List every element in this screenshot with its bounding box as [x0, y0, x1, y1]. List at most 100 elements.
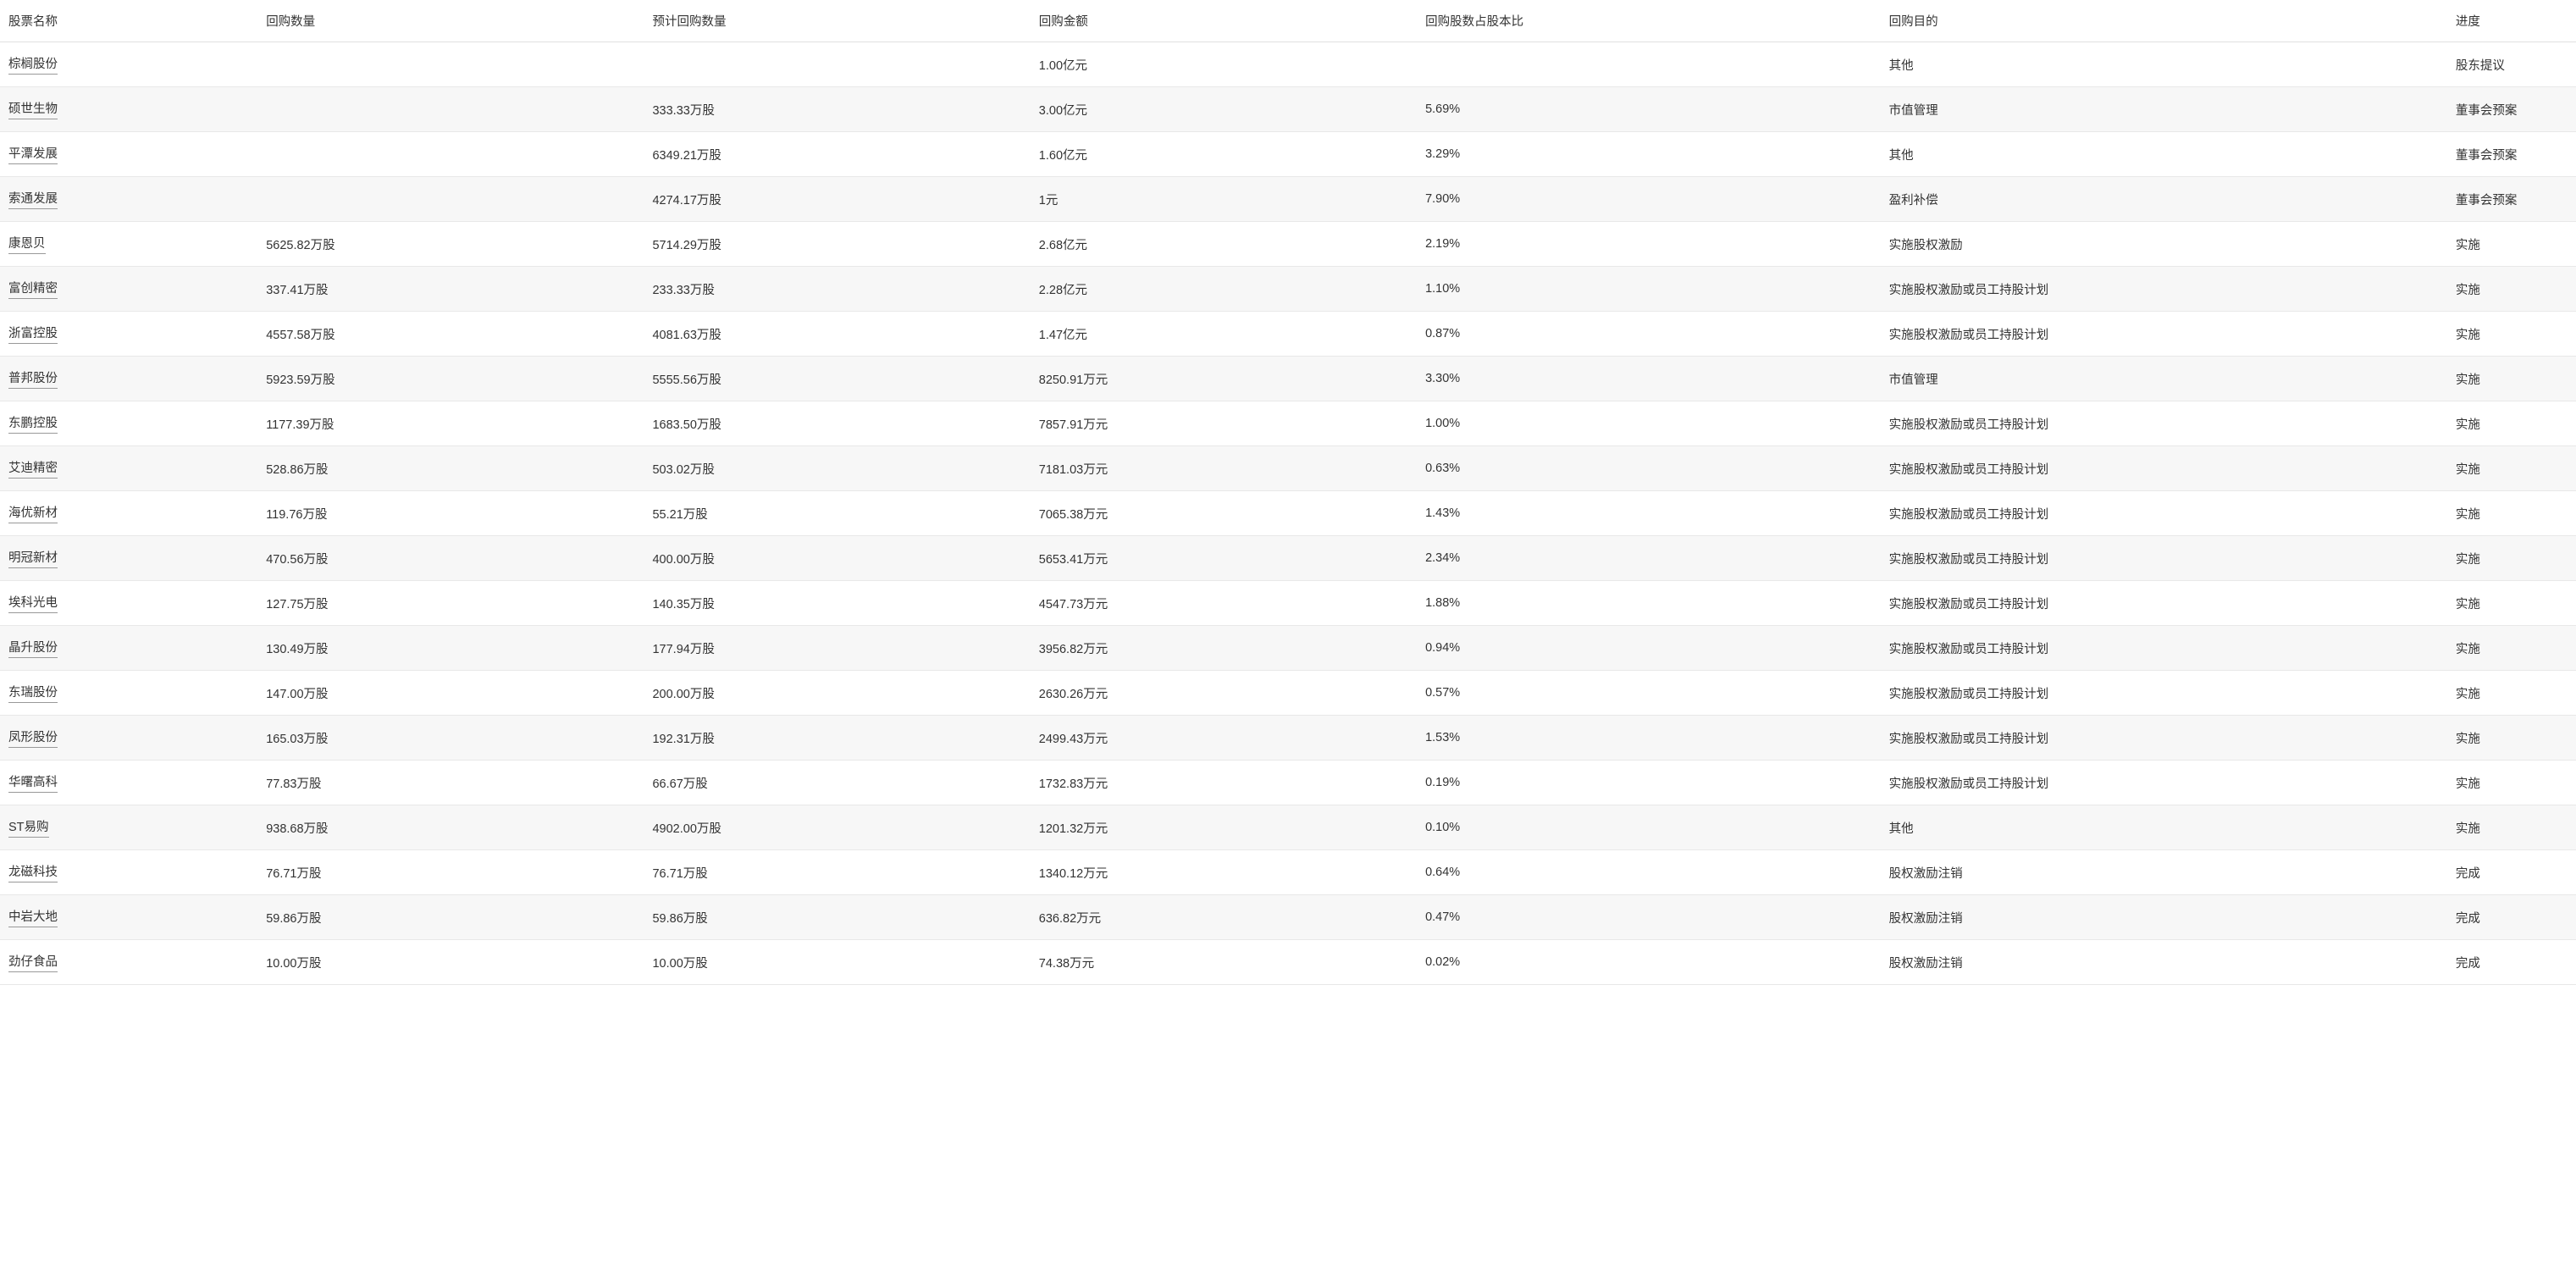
- stock-name-cell[interactable]: 东鹏控股: [0, 401, 257, 446]
- cell: 1.00%: [1417, 401, 1881, 446]
- cell: 5714.29万股: [644, 222, 1030, 267]
- cell: 实施: [2447, 581, 2576, 626]
- stock-name-link[interactable]: 龙磁科技: [8, 862, 58, 882]
- stock-name-link[interactable]: 劲仔食品: [8, 952, 58, 972]
- cell: 0.10%: [1417, 805, 1881, 850]
- cell: 2.28亿元: [1031, 267, 1417, 312]
- cell: 股权激励注销: [1881, 895, 2447, 940]
- stock-name-cell[interactable]: 棕榈股份: [0, 42, 257, 87]
- stock-name-link[interactable]: 平潭发展: [8, 144, 58, 164]
- stock-name-cell[interactable]: 中岩大地: [0, 895, 257, 940]
- cell: 337.41万股: [257, 267, 644, 312]
- stock-name-cell[interactable]: 龙磁科技: [0, 850, 257, 895]
- stock-name-cell[interactable]: 海优新材: [0, 491, 257, 536]
- cell: 4557.58万股: [257, 312, 644, 357]
- buyback-table: 股票名称 回购数量 预计回购数量 回购金额 回购股数占股本比 回购目的 进度 棕…: [0, 0, 2576, 985]
- cell: 实施股权激励或员工持股计划: [1881, 671, 2447, 716]
- cell: 77.83万股: [257, 761, 644, 805]
- table-row: ST易购938.68万股4902.00万股1201.32万元0.10%其他实施: [0, 805, 2576, 850]
- header-est-quantity[interactable]: 预计回购数量: [644, 0, 1030, 42]
- stock-name-link[interactable]: 东瑞股份: [8, 683, 58, 703]
- stock-name-link[interactable]: 硕世生物: [8, 99, 58, 119]
- header-amount[interactable]: 回购金额: [1031, 0, 1417, 42]
- stock-name-link[interactable]: 中岩大地: [8, 907, 58, 927]
- cell: 董事会预案: [2447, 177, 2576, 222]
- cell: 实施: [2447, 805, 2576, 850]
- stock-name-link[interactable]: 富创精密: [8, 279, 58, 299]
- stock-name-link[interactable]: 普邦股份: [8, 368, 58, 389]
- cell: 66.67万股: [644, 761, 1030, 805]
- table-row: 华曙高科77.83万股66.67万股1732.83万元0.19%实施股权激励或员…: [0, 761, 2576, 805]
- cell: 0.57%: [1417, 671, 1881, 716]
- stock-name-cell[interactable]: 凤形股份: [0, 716, 257, 761]
- cell: 10.00万股: [257, 940, 644, 985]
- stock-name-link[interactable]: 凤形股份: [8, 728, 58, 748]
- stock-name-cell[interactable]: 硕世生物: [0, 87, 257, 132]
- cell: 0.02%: [1417, 940, 1881, 985]
- stock-name-cell[interactable]: 富创精密: [0, 267, 257, 312]
- cell: 实施: [2447, 267, 2576, 312]
- cell: 1元: [1031, 177, 1417, 222]
- stock-name-cell[interactable]: 平潭发展: [0, 132, 257, 177]
- cell: 实施股权激励或员工持股计划: [1881, 716, 2447, 761]
- stock-name-cell[interactable]: 艾迪精密: [0, 446, 257, 491]
- cell: 8250.91万元: [1031, 357, 1417, 401]
- cell: 1.10%: [1417, 267, 1881, 312]
- stock-name-link[interactable]: 棕榈股份: [8, 54, 58, 75]
- table-row: 富创精密337.41万股233.33万股2.28亿元1.10%实施股权激励或员工…: [0, 267, 2576, 312]
- stock-name-link[interactable]: ST易购: [8, 817, 49, 838]
- stock-name-cell[interactable]: 晶升股份: [0, 626, 257, 671]
- cell: 0.87%: [1417, 312, 1881, 357]
- table-row: 康恩贝5625.82万股5714.29万股2.68亿元2.19%实施股权激励实施: [0, 222, 2576, 267]
- cell: 127.75万股: [257, 581, 644, 626]
- cell: 市值管理: [1881, 87, 2447, 132]
- cell: 147.00万股: [257, 671, 644, 716]
- cell: 1.60亿元: [1031, 132, 1417, 177]
- stock-name-link[interactable]: 海优新材: [8, 503, 58, 523]
- stock-name-link[interactable]: 浙富控股: [8, 324, 58, 344]
- stock-name-link[interactable]: 明冠新材: [8, 548, 58, 568]
- cell: 938.68万股: [257, 805, 644, 850]
- stock-name-link[interactable]: 东鹏控股: [8, 413, 58, 434]
- cell: 4547.73万元: [1031, 581, 1417, 626]
- cell: 1.47亿元: [1031, 312, 1417, 357]
- stock-name-link[interactable]: 索通发展: [8, 189, 58, 209]
- stock-name-cell[interactable]: 索通发展: [0, 177, 257, 222]
- header-percentage[interactable]: 回购股数占股本比: [1417, 0, 1881, 42]
- cell: 6349.21万股: [644, 132, 1030, 177]
- stock-name-cell[interactable]: 康恩贝: [0, 222, 257, 267]
- stock-name-link[interactable]: 埃科光电: [8, 593, 58, 613]
- cell: 4081.63万股: [644, 312, 1030, 357]
- table-row: 晶升股份130.49万股177.94万股3956.82万元0.94%实施股权激励…: [0, 626, 2576, 671]
- table-header: 股票名称 回购数量 预计回购数量 回购金额 回购股数占股本比 回购目的 进度: [0, 0, 2576, 42]
- cell: 0.19%: [1417, 761, 1881, 805]
- stock-name-link[interactable]: 华曙高科: [8, 772, 58, 793]
- stock-name-link[interactable]: 晶升股份: [8, 638, 58, 658]
- cell: 233.33万股: [644, 267, 1030, 312]
- stock-name-cell[interactable]: 埃科光电: [0, 581, 257, 626]
- stock-name-link[interactable]: 康恩贝: [8, 234, 46, 254]
- table-row: 棕榈股份1.00亿元其他股东提议: [0, 42, 2576, 87]
- header-progress[interactable]: 进度: [2447, 0, 2576, 42]
- cell: 股权激励注销: [1881, 940, 2447, 985]
- cell: 140.35万股: [644, 581, 1030, 626]
- header-quantity[interactable]: 回购数量: [257, 0, 644, 42]
- stock-name-link[interactable]: 艾迪精密: [8, 458, 58, 479]
- header-stock-name[interactable]: 股票名称: [0, 0, 257, 42]
- table-row: 艾迪精密528.86万股503.02万股7181.03万元0.63%实施股权激励…: [0, 446, 2576, 491]
- stock-name-cell[interactable]: 劲仔食品: [0, 940, 257, 985]
- stock-name-cell[interactable]: 华曙高科: [0, 761, 257, 805]
- header-purpose[interactable]: 回购目的: [1881, 0, 2447, 42]
- cell: 实施股权激励或员工持股计划: [1881, 491, 2447, 536]
- cell: 1177.39万股: [257, 401, 644, 446]
- stock-name-cell[interactable]: ST易购: [0, 805, 257, 850]
- cell: 1683.50万股: [644, 401, 1030, 446]
- cell: 0.64%: [1417, 850, 1881, 895]
- cell: [644, 42, 1030, 87]
- stock-name-cell[interactable]: 东瑞股份: [0, 671, 257, 716]
- stock-name-cell[interactable]: 普邦股份: [0, 357, 257, 401]
- stock-name-cell[interactable]: 浙富控股: [0, 312, 257, 357]
- stock-name-cell[interactable]: 明冠新材: [0, 536, 257, 581]
- cell: 实施: [2447, 761, 2576, 805]
- cell: 0.63%: [1417, 446, 1881, 491]
